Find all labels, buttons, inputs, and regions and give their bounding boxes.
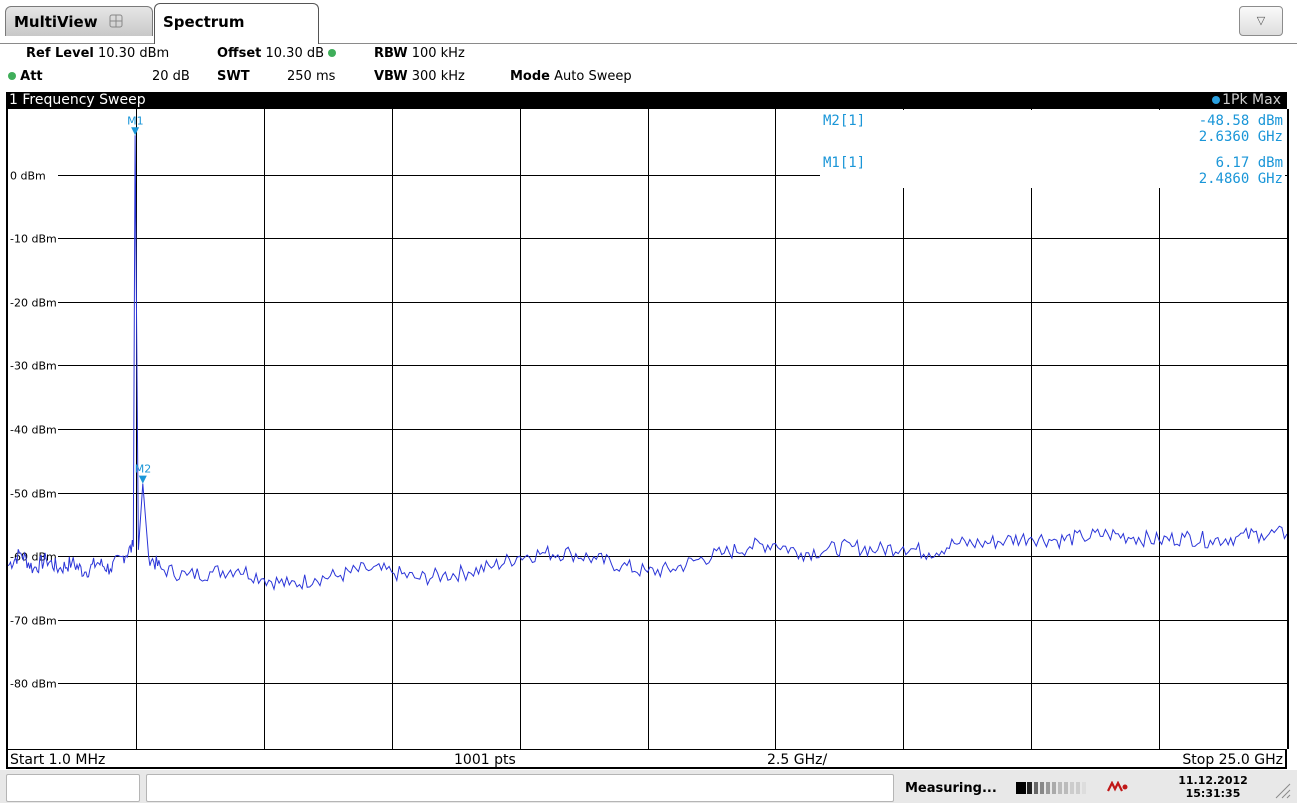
trace-1pk-max [8, 135, 1287, 592]
y-tick-label: -10 dBm [10, 233, 57, 246]
channel-settings: Ref Level 10.30 dBm Offset 10.30 dB RBW … [0, 44, 1297, 92]
tab-bar: MultiView Spectrum ▽ [0, 0, 1297, 44]
diagram-title: 1 Frequency Sweep [9, 92, 146, 108]
triangle-down-icon: ▽ [1256, 14, 1266, 27]
status-message-field[interactable] [146, 774, 894, 802]
tab-multiview[interactable]: MultiView [5, 6, 153, 36]
multiview-grid-icon [109, 8, 123, 28]
tab-spectrum[interactable]: Spectrum [154, 3, 319, 44]
measuring-status: Measuring... [905, 781, 997, 796]
grid [58, 109, 1287, 749]
status-time: 15:31:35 [1185, 787, 1241, 800]
marker-m2-icon [138, 475, 147, 484]
marker-table-name: M2[1] [823, 113, 865, 129]
dropdown-menu-button[interactable]: ▽ [1239, 6, 1283, 36]
rbw-setting[interactable]: RBW 100 kHz [374, 44, 465, 64]
tab-spectrum-label: Spectrum [163, 13, 245, 31]
start-frequency: Start 1.0 MHz [10, 752, 106, 768]
mode-setting[interactable]: Mode Auto Sweep [510, 67, 632, 87]
resize-grip-icon[interactable] [1270, 780, 1292, 800]
span-per-division: 2.5 GHz/ [767, 752, 828, 768]
stop-frequency: Stop 25.0 GHz [1182, 752, 1283, 768]
y-tick-label: -40 dBm [10, 424, 57, 437]
marker-m1-label: M1 [127, 114, 144, 127]
status-date: 11.12.2012 [1178, 774, 1248, 787]
vbw-setting[interactable]: VBW 300 kHz [374, 67, 465, 87]
marker-m2-label: M2 [135, 463, 152, 476]
coupling-indicator-icon [328, 49, 337, 57]
trace-indicator[interactable]: 1Pk Max [1212, 92, 1281, 109]
marker-layer: M1 M2 [127, 114, 152, 484]
y-tick-label: -30 dBm [10, 360, 57, 373]
marker-table-frequency: 2.4860 GHz [1199, 171, 1283, 187]
status-field-1[interactable] [6, 774, 140, 802]
sweep-progress-bar [1016, 782, 1104, 794]
swt-label: SWT [217, 69, 250, 84]
att-value: 20 dB [152, 69, 190, 84]
marker-table-name: M1[1] [823, 155, 865, 171]
progress-fill [1016, 782, 1026, 794]
rohde-schwarz-logo-icon [1106, 780, 1128, 796]
offset-label: Offset [217, 46, 262, 61]
marker-table-level: -48.58 dBm [1199, 113, 1283, 129]
mode-label: Mode [510, 69, 550, 84]
marker-table-bg [820, 110, 1285, 188]
y-tick-label: -20 dBm [10, 297, 57, 310]
ref-level-setting[interactable]: Ref Level 10.30 dBm [26, 44, 169, 64]
trace-layer [8, 135, 1287, 592]
marker-m1-icon [131, 127, 140, 136]
status-bar: Measuring... 11.12.2012 15:31:35 [0, 770, 1297, 803]
tab-multiview-label: MultiView [14, 13, 98, 31]
offset-setting[interactable]: Offset 10.30 dB [217, 44, 337, 64]
sweep-points: 1001 pts [454, 752, 516, 768]
rbw-value: 100 kHz [411, 46, 465, 61]
marker-table-frequency: 2.6360 GHz [1199, 129, 1283, 145]
spectrum-plot[interactable]: 0 dBm -10 dBm -20 dBm -30 dBm -40 dBm -50 dBm… [6, 109, 1289, 749]
y-tick-label: -70 dBm [10, 615, 57, 628]
vbw-value: 300 kHz [411, 69, 465, 84]
swt-setting[interactable]: SWT [217, 67, 250, 87]
diagram-title-bar[interactable]: 1 Frequency Sweep 1Pk Max [6, 92, 1287, 109]
swt-value: 250 ms [287, 69, 336, 84]
trace-label: 1Pk Max [1222, 92, 1281, 108]
y-axis-labels: 0 dBm -10 dBm -20 dBm -30 dBm -40 dBm -50 dBm… [10, 170, 57, 691]
coupling-indicator-icon [8, 72, 16, 80]
date-time: 11.12.2012 15:31:35 [1172, 774, 1254, 800]
att-label: Att [20, 69, 43, 84]
frequency-axis-info: Start 1.0 MHz 1001 pts 2.5 GHz/ Stop 25.… [6, 749, 1287, 769]
ref-level-value: 10.30 dBm [98, 46, 170, 61]
att-setting[interactable]: Att [8, 67, 43, 87]
offset-value: 10.30 dB [265, 46, 325, 61]
tab-baseline [0, 43, 1297, 44]
y-tick-label: -80 dBm [10, 678, 57, 691]
ref-level-label: Ref Level [26, 46, 94, 61]
y-tick-label: -50 dBm [10, 488, 57, 501]
marker-table-level: 6.17 dBm [1216, 155, 1283, 171]
mode-value: Auto Sweep [554, 69, 632, 84]
vbw-label: VBW [374, 69, 408, 84]
y-tick-label: 0 dBm [10, 170, 46, 183]
rbw-label: RBW [374, 46, 408, 61]
trace-color-icon [1212, 96, 1221, 104]
